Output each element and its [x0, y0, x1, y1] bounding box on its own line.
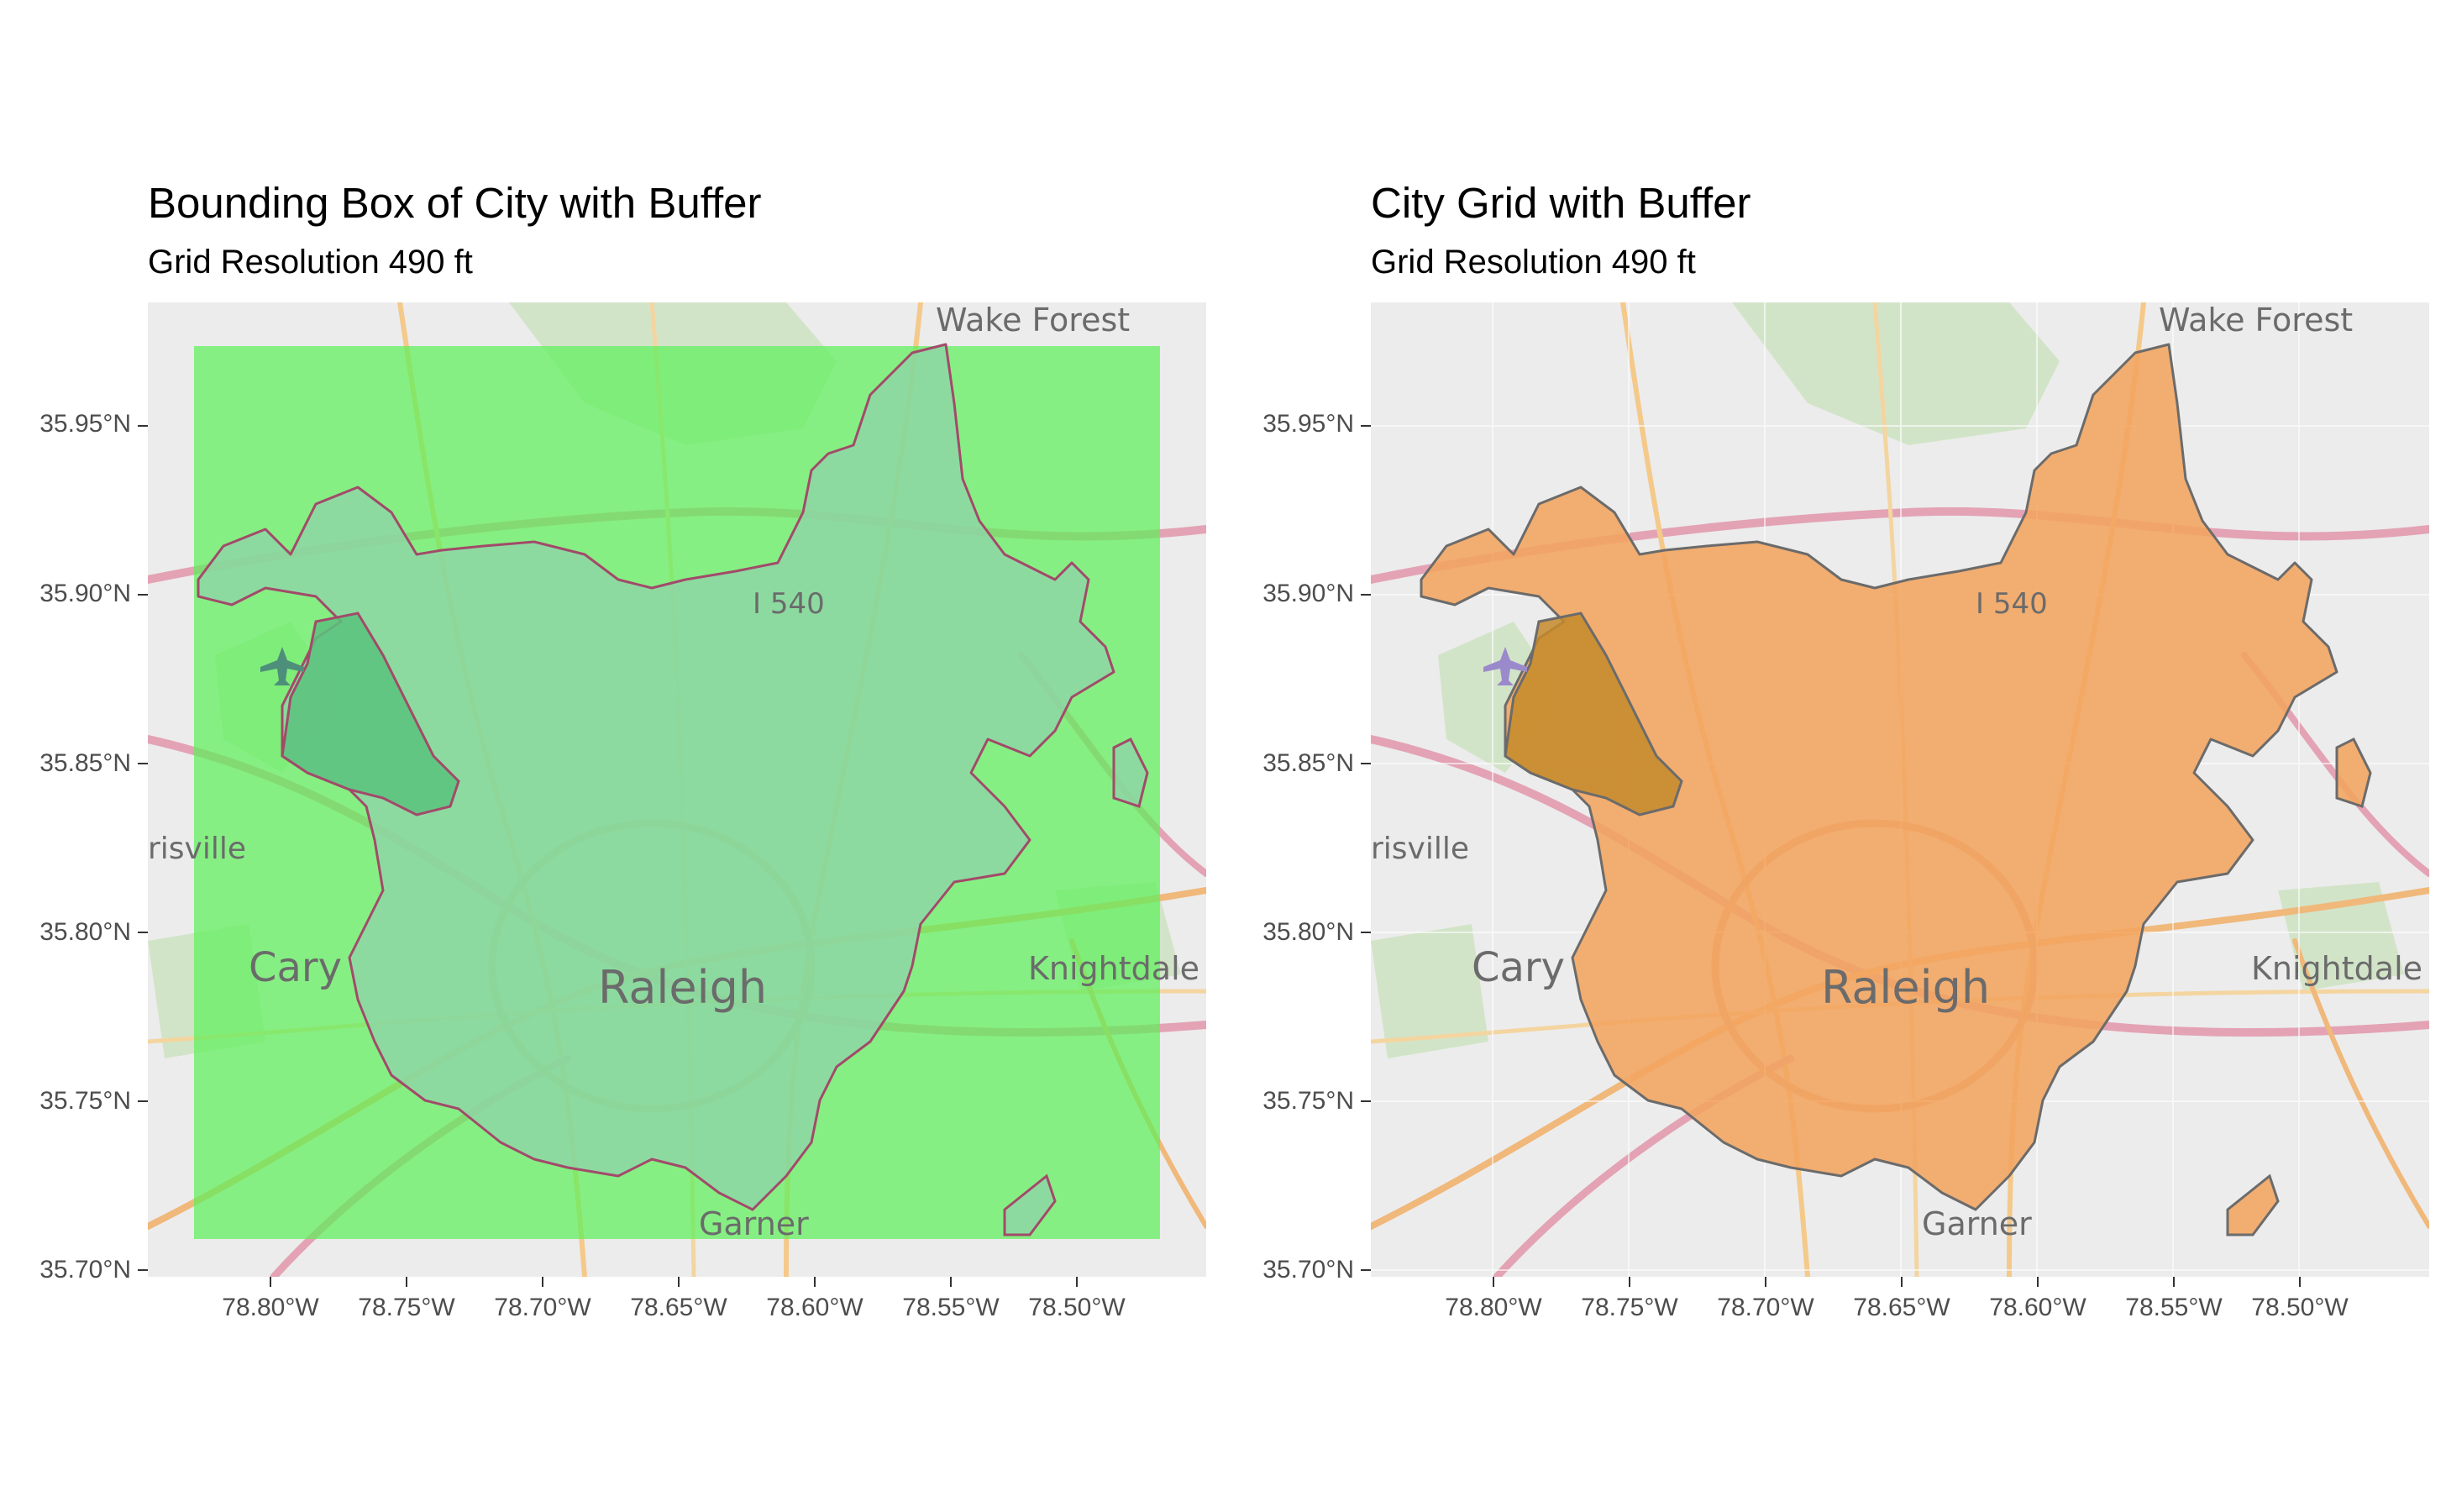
- x-tick-mark: [814, 1277, 816, 1287]
- x-tick-mark: [1629, 1277, 1630, 1287]
- y-tick-mark: [1361, 932, 1371, 933]
- x-tick-label: 78.50°W: [1028, 1294, 1126, 1321]
- x-tick-mark: [1901, 1277, 1903, 1287]
- y-tick-mark: [1361, 763, 1371, 764]
- y-tick-label: 35.90°N: [1262, 580, 1354, 607]
- x-tick-mark: [1765, 1277, 1766, 1287]
- y-tick-mark: [1361, 594, 1371, 596]
- x-tick-label: 78.70°W: [1717, 1294, 1814, 1321]
- airport-icon: [260, 647, 304, 685]
- y-tick-mark: [138, 763, 148, 764]
- y-tick-label: 35.80°N: [1262, 918, 1354, 946]
- x-tick-label: 78.60°W: [766, 1294, 863, 1321]
- place-label-knightdale: Knightdale: [1028, 950, 1199, 987]
- x-tick-label: 78.80°W: [222, 1294, 319, 1321]
- x-tick-mark: [2173, 1277, 2175, 1287]
- y-tick-label: 35.75°N: [1262, 1087, 1354, 1115]
- airport-icon: [1483, 647, 1527, 685]
- y-tick-mark: [138, 425, 148, 427]
- map-canvas: Wake Forest I 540 risville Cary Raleigh …: [148, 302, 1206, 1277]
- y-tick-mark: [1361, 1269, 1371, 1271]
- panel-subtitle: Grid Resolution 490 ft: [148, 244, 473, 281]
- y-tick-label: 35.90°N: [39, 580, 131, 607]
- panel-title: Bounding Box of City with Buffer: [148, 179, 762, 227]
- x-tick-mark: [950, 1277, 952, 1287]
- y-tick-label: 35.70°N: [1262, 1256, 1354, 1284]
- y-tick-mark: [138, 932, 148, 933]
- place-label-cary: Cary: [1472, 944, 1565, 991]
- y-tick-mark: [1361, 1100, 1371, 1102]
- y-tick-label: 35.75°N: [39, 1087, 131, 1115]
- x-tick-mark: [1076, 1277, 1078, 1287]
- x-tick-mark: [542, 1277, 543, 1287]
- x-tick-label: 78.60°W: [1989, 1294, 2086, 1321]
- map-plot-area[interactable]: Wake Forest I 540 risville Cary Raleigh …: [1371, 302, 2429, 1277]
- highway-label-i540: I 540: [1976, 587, 2048, 621]
- x-tick-mark: [678, 1277, 680, 1287]
- x-tick-label: 78.55°W: [902, 1294, 1000, 1321]
- x-tick-mark: [1493, 1277, 1494, 1287]
- x-tick-label: 78.75°W: [1581, 1294, 1678, 1321]
- map-plot-area[interactable]: Wake Forest I 540 risville Cary Raleigh …: [148, 302, 1206, 1277]
- x-tick-label: 78.65°W: [630, 1294, 727, 1321]
- y-tick-label: 35.95°N: [1262, 410, 1354, 438]
- y-tick-label: 35.85°N: [39, 749, 131, 777]
- y-tick-mark: [138, 1100, 148, 1102]
- x-tick-mark: [2037, 1277, 2039, 1287]
- x-tick-label: 78.50°W: [2251, 1294, 2349, 1321]
- place-label-wake-forest: Wake Forest: [936, 302, 1130, 339]
- y-tick-label: 35.95°N: [39, 410, 131, 438]
- place-label-raleigh: Raleigh: [1821, 961, 1990, 1014]
- y-tick-label: 35.70°N: [39, 1256, 131, 1284]
- city-grid: [1420, 343, 2338, 1211]
- highway-label-i540: I 540: [753, 587, 825, 621]
- x-tick-label: 78.75°W: [358, 1294, 455, 1321]
- x-tick-mark: [270, 1277, 271, 1287]
- panel-title: City Grid with Buffer: [1371, 179, 1751, 227]
- panel-subtitle: Grid Resolution 490 ft: [1371, 244, 1696, 281]
- y-tick-mark: [138, 594, 148, 596]
- x-tick-label: 78.65°W: [1853, 1294, 1950, 1321]
- place-label-morrisville: risville: [1371, 832, 1469, 866]
- basemap-parks: [1371, 302, 2404, 1058]
- map-canvas: Wake Forest I 540 risville Cary Raleigh …: [1371, 302, 2429, 1277]
- y-tick-label: 35.85°N: [1262, 749, 1354, 777]
- panel-city-grid: City Grid with Buffer Grid Resolution 49…: [1223, 0, 2446, 1512]
- airport-area: [1504, 612, 1683, 816]
- city-grid-east-fragment: [2335, 737, 2372, 808]
- x-tick-mark: [2299, 1277, 2301, 1287]
- city-boundary: [197, 343, 1115, 1211]
- x-tick-label: 78.80°W: [1445, 1294, 1542, 1321]
- place-label-cary: Cary: [249, 944, 342, 991]
- place-label-wake-forest: Wake Forest: [2159, 302, 2353, 339]
- place-label-garner: Garner: [1922, 1205, 2032, 1242]
- panel-bounding-box: Bounding Box of City with Buffer Grid Re…: [39, 179, 1206, 1321]
- airport-area: [281, 612, 460, 816]
- place-label-garner: Garner: [699, 1205, 809, 1242]
- x-tick-mark: [406, 1277, 407, 1287]
- city-grid-south-fragment: [2226, 1173, 2280, 1236]
- city-boundary-south-fragment: [1003, 1173, 1057, 1236]
- y-tick-label: 35.80°N: [39, 918, 131, 946]
- y-tick-mark: [1361, 425, 1371, 427]
- place-label-morrisville: risville: [148, 832, 246, 866]
- city-boundary-east-fragment: [1112, 737, 1149, 808]
- y-tick-mark: [138, 1269, 148, 1271]
- place-label-raleigh: Raleigh: [598, 961, 767, 1014]
- place-label-knightdale: Knightdale: [2251, 950, 2422, 987]
- x-tick-label: 78.55°W: [2125, 1294, 2223, 1321]
- x-tick-label: 78.70°W: [494, 1294, 591, 1321]
